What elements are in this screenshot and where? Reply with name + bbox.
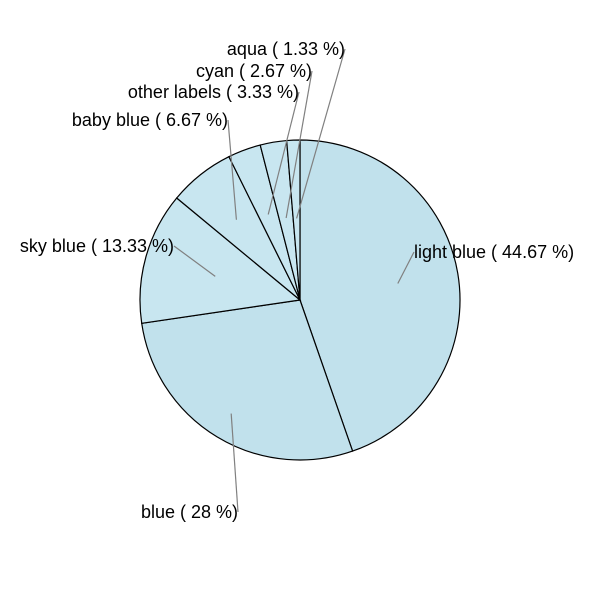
leader-lines	[173, 48, 415, 513]
pie-slice-light-blue	[299, 139, 461, 452]
pie-label-baby-blue: baby blue ( 6.67 %)	[72, 110, 228, 130]
leader-line-aqua	[296, 48, 346, 219]
leader-line-sky-blue	[173, 245, 216, 277]
pie-label-light-blue: light blue ( 44.67 %)	[414, 242, 574, 262]
leader-line-other-labels	[267, 91, 300, 215]
leader-line-blue	[230, 413, 239, 513]
pie-label-other-labels: other labels ( 3.33 %)	[128, 82, 299, 102]
leader-line-light-blue	[397, 251, 415, 284]
pie-label-aqua: aqua ( 1.33 %)	[227, 39, 345, 59]
leader-line-baby-blue	[227, 119, 237, 220]
leader-line-cyan	[285, 70, 313, 219]
pie-labels: light blue ( 44.67 %) blue ( 28 %) sky blu…	[20, 39, 574, 522]
pie-slices	[139, 139, 461, 461]
pie-label-sky-blue: sky blue ( 13.33 %)	[20, 236, 174, 256]
pie-label-cyan: cyan ( 2.67 %)	[196, 61, 312, 81]
pie-slice-blue	[141, 299, 354, 461]
pie-slice-sky-blue	[139, 197, 302, 325]
pie-label-blue: blue ( 28 %)	[141, 502, 238, 522]
